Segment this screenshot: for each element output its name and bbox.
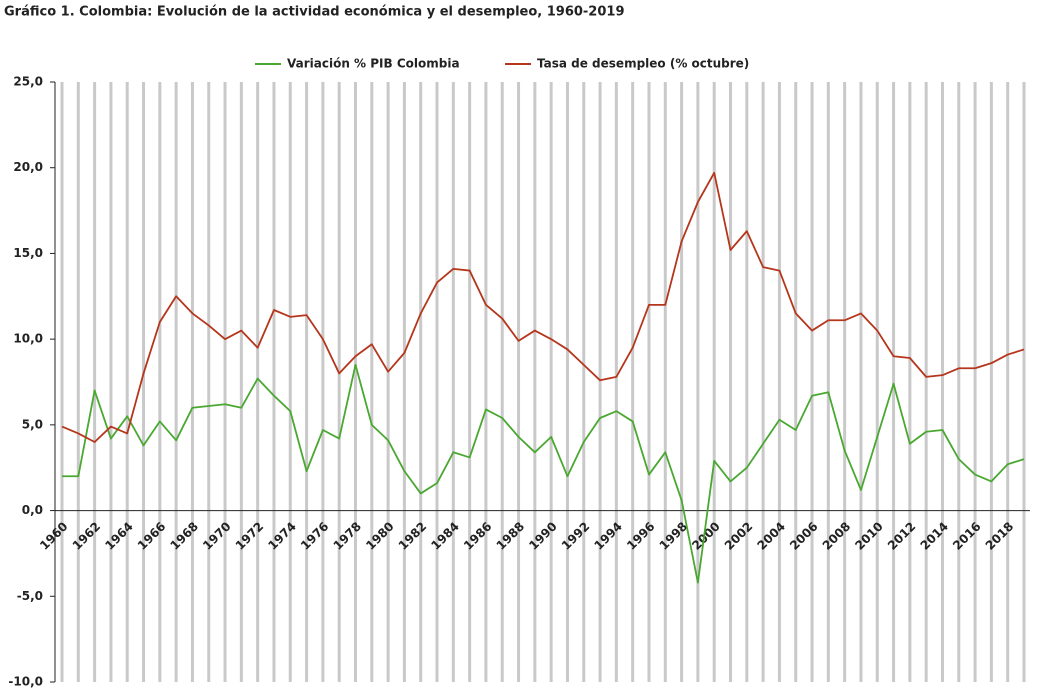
x-tick-label: 2004 (754, 519, 788, 553)
x-tick-label: 2014 (918, 519, 952, 553)
legend-label: Tasa de desempleo (% octubre) (537, 57, 749, 71)
x-tick-label: 1988 (494, 519, 528, 553)
series-line (62, 363, 1025, 584)
x-tick-label: 1966 (135, 519, 169, 553)
x-tick-label: 1990 (526, 519, 560, 553)
x-tick-label: 1978 (331, 519, 365, 553)
x-tick-label: 2016 (950, 519, 984, 553)
x-tick-label: 1964 (102, 519, 136, 553)
x-tick-label: 1974 (265, 519, 299, 553)
x-tick-label: 1962 (70, 519, 104, 553)
x-tick-label: 1996 (624, 519, 658, 553)
x-tick-label: 1972 (233, 519, 267, 553)
y-tick-label: 0,0 (22, 503, 43, 517)
x-tick-label: 1960 (37, 519, 71, 553)
x-tick-label: 1992 (559, 519, 593, 553)
y-tick-label: 10,0 (13, 332, 43, 346)
x-tick-label: 1984 (428, 519, 462, 553)
x-tick-label: 1994 (591, 519, 625, 553)
x-tick-label: 1976 (298, 519, 332, 553)
y-tick-label: -10,0 (8, 675, 43, 689)
y-tick-label: 20,0 (13, 160, 43, 174)
x-tick-label: 1980 (363, 519, 397, 553)
y-tick-label: 5,0 (22, 417, 43, 431)
x-tick-label: 1968 (168, 519, 202, 553)
x-tick-label: 1982 (396, 519, 430, 553)
x-tick-label: 2008 (820, 519, 854, 553)
x-tick-label: 2010 (852, 519, 886, 553)
series-line (61, 171, 1025, 443)
x-tick-label: 2002 (722, 519, 756, 553)
x-tick-label: 2012 (885, 519, 919, 553)
x-tick-label: 1970 (200, 519, 234, 553)
legend-label: Variación % PIB Colombia (287, 57, 460, 71)
x-tick-label: 2006 (787, 519, 821, 553)
x-tick-label: 1998 (657, 519, 691, 553)
y-tick-label: 25,0 (13, 75, 43, 89)
x-tick-label: 2018 (983, 519, 1017, 553)
chart-title: Gráfico 1. Colombia: Evolución de la act… (4, 5, 625, 20)
x-tick-label: 1986 (461, 519, 495, 553)
y-tick-label: -5,0 (17, 589, 43, 603)
y-tick-label: 15,0 (13, 246, 43, 260)
